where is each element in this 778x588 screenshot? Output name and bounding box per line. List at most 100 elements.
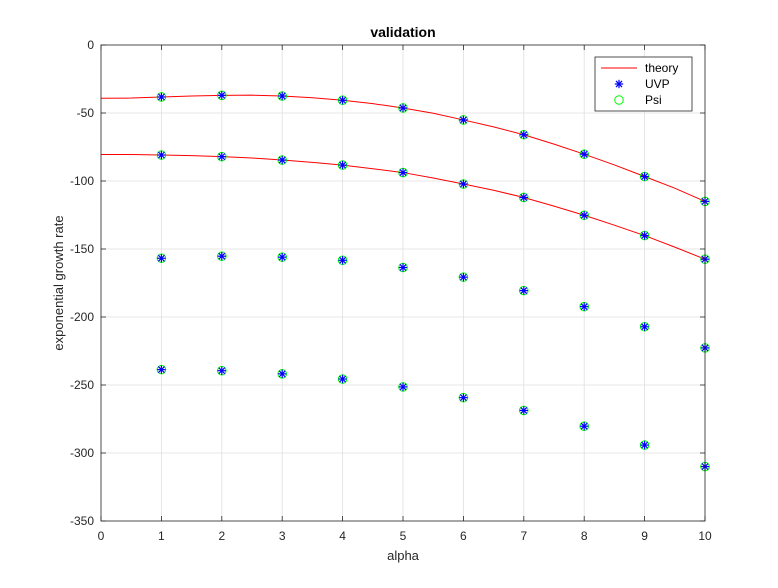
y-tick-label: -200 [70,310,94,324]
psi-point [217,90,227,101]
uvp-point [640,231,649,240]
uvp-point [459,393,468,402]
psi-point [398,167,408,178]
x-tick-label: 0 [98,529,105,543]
uvp-point [217,152,226,161]
uvp-point [640,172,649,181]
y-tick-label: -150 [70,242,94,256]
psi-point [639,321,650,332]
legend-box [594,56,693,112]
uvp-point [580,150,589,159]
psi-point [337,374,348,384]
psi-point [458,179,469,189]
y-tick-label: -300 [70,446,94,460]
psi-point [579,210,590,221]
uvp-point [398,263,408,272]
psi-point [579,301,590,312]
psi-point [156,364,167,375]
x-tick-label: 7 [520,529,527,543]
y-tick-label: -50 [77,106,95,120]
uvp-point [398,103,408,113]
uvp-point [519,193,528,202]
uvp-point [398,382,408,392]
uvp-point [338,374,347,384]
x-tick-label: 8 [581,529,588,543]
uvp-point [580,422,589,431]
psi-point [337,95,348,106]
psi-point [519,192,529,203]
legend: theory UVP Psi [594,56,693,112]
psi-point [217,251,227,262]
uvp-point [640,322,649,331]
psi-point [398,382,408,392]
psi-point [458,272,469,282]
psi-point [398,103,408,113]
uvp-point [338,96,347,105]
psi-point [217,365,227,376]
y-axis-title: exponential growth rate [51,215,66,350]
uvp-point [278,369,287,379]
psi-point [277,369,288,379]
uvp-point [157,150,166,160]
x-tick-label: 6 [460,529,467,543]
psi-point [277,91,288,101]
uvp-point [640,440,649,450]
psi-point [337,160,348,170]
uvp-point [338,160,347,170]
uvp-point [519,286,528,295]
psi-point [156,253,167,264]
data-layer [100,90,710,472]
psi-point [217,151,227,162]
x-axis-title: alpha [387,548,420,563]
psi-point [277,155,288,165]
uvp-point [459,115,468,125]
y-tick-label: -350 [70,514,94,528]
legend-label: Psi [645,93,662,107]
legend-swatch-psi [614,95,624,105]
uvp-point [217,91,226,100]
uvp-point [519,130,528,139]
uvp-point [459,179,468,189]
psi-point [277,252,288,262]
psi-point [156,92,167,102]
psi-point [579,149,590,160]
psi-point [458,115,469,125]
y-tick-label: -250 [70,378,94,392]
x-tick-label: 4 [339,529,346,543]
x-tick-label: 3 [279,529,286,543]
uvp-point [398,168,408,177]
x-tick-label: 5 [400,529,407,543]
uvp-point [338,256,347,265]
psi-point [639,171,650,182]
psi-point [519,129,529,140]
uvp-point [278,91,287,101]
chart-title: validation [370,24,435,40]
uvp-point [278,252,287,262]
psi-point [458,392,469,403]
uvp-point [580,211,589,220]
psi-point [337,255,348,266]
legend-label: UVP [645,77,670,91]
uvp-point [519,406,528,415]
psi-point [639,230,650,241]
x-tick-label: 2 [218,529,225,543]
ticks: 0 1 2 3 4 5 6 7 8 9 10 0 -50 -100 -150 -200 -250 -300 -350 [70,38,712,543]
uvp-point [157,92,166,102]
psi-point [156,150,167,160]
uvp-point [580,302,589,311]
legend-swatch-uvp [614,79,624,89]
x-tick-label: 10 [698,529,712,543]
x-tick-label: 9 [641,529,648,543]
psi-point [398,262,408,273]
uvp-point [217,252,226,261]
y-tick-label: -100 [70,174,94,188]
uvp-point [278,155,287,165]
legend-label: theory [645,61,678,75]
uvp-point [459,272,468,282]
psi-point [519,405,529,416]
uvp-point [157,254,166,263]
psi-point [519,285,529,296]
psi-point [579,421,590,432]
